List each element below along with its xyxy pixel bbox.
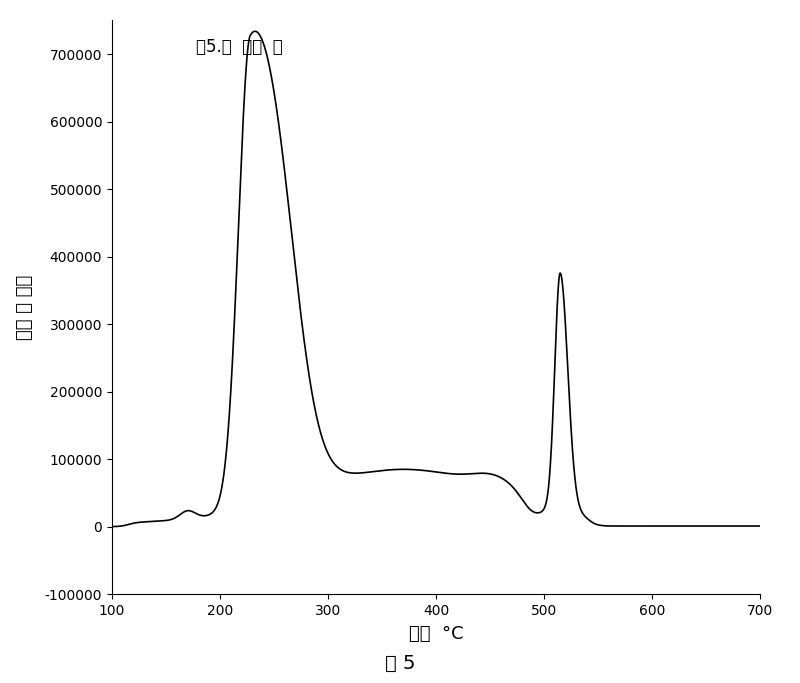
Text: 图 5: 图 5 xyxy=(385,654,415,673)
Y-axis label: 色谱 响 应值: 色谱 响 应值 xyxy=(16,275,34,340)
X-axis label: 沸点  °C: 沸点 °C xyxy=(409,625,463,643)
Text: 图5.乙  烯渣  油: 图5.乙 烯渣 油 xyxy=(196,38,283,56)
